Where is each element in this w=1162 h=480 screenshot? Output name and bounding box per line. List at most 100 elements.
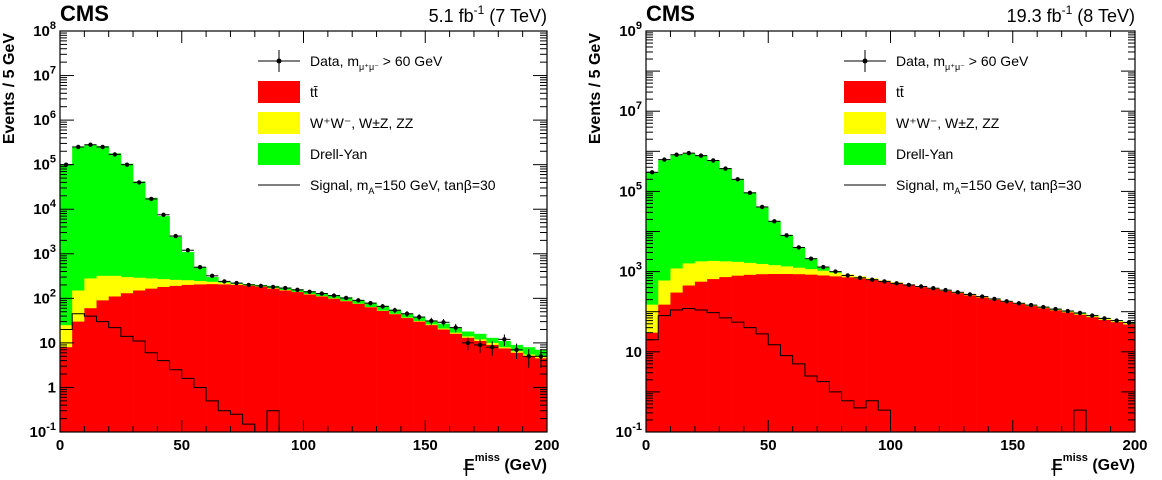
data-point (490, 345, 495, 350)
y-tick-base: 10 (33, 201, 50, 218)
legend-suffix: > 60 GeV (379, 53, 443, 69)
legend-label: Drell-Yan (310, 146, 367, 162)
ttbar-bar (890, 283, 904, 432)
legend-subscript: μ⁺μ⁻ (359, 62, 379, 72)
ttbar-bar (1024, 306, 1038, 432)
ttbar-bar (193, 284, 207, 432)
ttbar-bar (829, 276, 842, 432)
ttbar-bar (963, 295, 977, 432)
y-tick-base: 10 (616, 424, 633, 441)
ttbar-bar (939, 290, 952, 432)
ttbar-bar (376, 310, 390, 432)
x-tick-label: 0 (56, 437, 64, 454)
data-point (1028, 302, 1034, 308)
y-tick-base: 10 (619, 264, 636, 281)
ttbar-bar (388, 314, 402, 432)
data-point (1041, 304, 1046, 310)
data-point (735, 177, 740, 182)
data-point (124, 162, 130, 167)
legend-label: W⁺W⁻, W±Z, ZZ (896, 115, 1000, 131)
data-point (319, 291, 324, 296)
legend-swatch-diboson (844, 112, 886, 134)
lumi-value: 19.3 fb (1007, 6, 1062, 26)
ttbar-bar (206, 284, 219, 432)
ttbar-bar (707, 279, 720, 432)
ttbar-bar (804, 274, 818, 432)
data-point (526, 354, 531, 359)
data-point (772, 219, 777, 224)
ttbar-bar (670, 292, 683, 432)
legend-label: Drell-Yan (896, 146, 953, 162)
lumi-exponent: -1 (474, 3, 485, 17)
legend-swatch-ttbar (258, 81, 300, 103)
data-point (662, 157, 667, 162)
energy-label: (8 TeV) (1072, 6, 1135, 26)
y-tick-label: 109 (619, 20, 642, 40)
y-tick-base: 10 (33, 290, 50, 307)
y-tick-exponent: -1 (46, 421, 56, 433)
legend-suffix: =150 GeV, tanβ=30 (960, 177, 1081, 193)
x-axis-unit: (GeV) (1088, 457, 1135, 474)
y-tick-base: 10 (33, 68, 50, 85)
cms-label: CMS (646, 1, 695, 26)
y-tick-base: 10 (33, 157, 50, 174)
ttbar-bar (1037, 308, 1050, 432)
data-point (1114, 318, 1119, 323)
y-tick-label: 106 (33, 109, 56, 129)
data-point (477, 342, 483, 348)
ttbar-bar (988, 299, 1001, 432)
data-point (441, 320, 446, 325)
legend-label: Data, m (896, 53, 945, 69)
data-point (747, 190, 753, 196)
data-point (1102, 316, 1107, 321)
ttbar-bar (108, 296, 122, 432)
y-tick-label: 10 (625, 344, 642, 361)
y-tick-exponent: 3 (636, 261, 642, 273)
data-point (416, 314, 422, 320)
ttbar-bar (866, 279, 879, 432)
data-point (307, 289, 312, 295)
data-point (246, 282, 251, 288)
legend-label: tt̄ (896, 84, 904, 100)
y-tick-label: 103 (33, 243, 56, 263)
data-point (882, 279, 887, 284)
data-point (955, 290, 960, 295)
x-axis: 0 50 100 150 200 (642, 31, 1148, 454)
x-tick-label: 200 (1122, 437, 1147, 454)
legend-label: W⁺W⁻, W±Z, ZZ (310, 115, 414, 131)
ttbar-bar (1122, 324, 1136, 432)
data-point (465, 340, 471, 346)
data-point (356, 298, 361, 303)
ttbar-bar (914, 287, 928, 432)
x-axis-subscript: T (1051, 467, 1058, 479)
data-point (869, 277, 875, 282)
ttbar-bar (756, 274, 769, 432)
y-tick-label: 10 (39, 335, 56, 352)
ttbar-bar (682, 285, 696, 432)
ttbar-bar (96, 300, 109, 432)
luminosity-label: 19.3 fb-1 (8 TeV) (1007, 3, 1135, 26)
data-point (845, 273, 850, 278)
data-point (943, 287, 948, 293)
data-point (76, 144, 81, 150)
data-point (209, 273, 215, 279)
data-point (967, 292, 973, 297)
ttbar-bar (1061, 312, 1075, 432)
ttbar-bar (242, 285, 256, 432)
y-tick-base: 10 (30, 424, 47, 441)
y-tick-label: 105 (33, 154, 56, 174)
ttbar-bar (291, 292, 304, 432)
ttbar-bar (1073, 314, 1087, 432)
lumi-exponent: -1 (1062, 3, 1073, 17)
ttbar-bar (719, 277, 732, 432)
y-tick-exponent: 9 (636, 20, 642, 32)
y-tick-label: 102 (33, 287, 56, 307)
ttbar-bar (743, 274, 757, 432)
y-tick-base: 1 (48, 379, 56, 396)
y-tick-base: 10 (33, 112, 50, 129)
legend-data-marker (276, 58, 282, 64)
data-point (1053, 306, 1058, 312)
